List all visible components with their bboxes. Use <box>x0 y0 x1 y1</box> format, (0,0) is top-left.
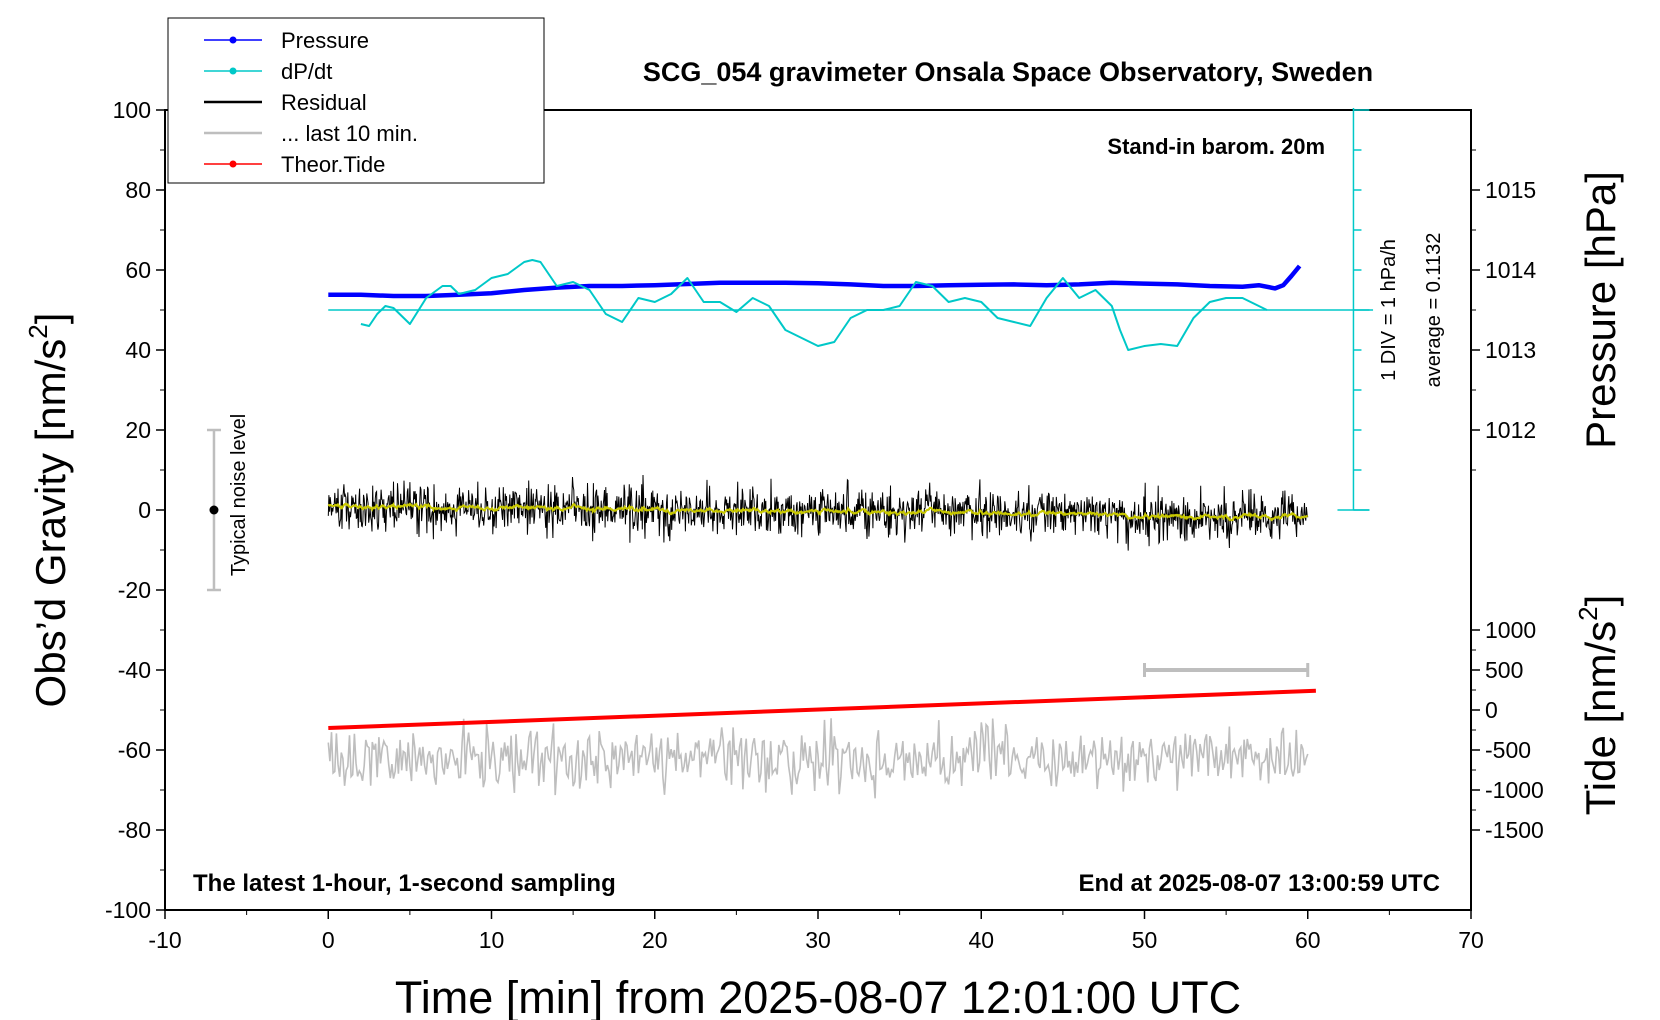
x-axis: -10 0 10 20 30 40 50 60 70 <box>148 910 1484 953</box>
y-tick-label: -20 <box>118 577 151 603</box>
div-annotation: 1 DIV = 1 hPa/h <box>1378 239 1400 381</box>
tide-tick-label: -1000 <box>1485 777 1544 803</box>
y-tick-label: -60 <box>118 737 151 763</box>
y-tick-label: 100 <box>113 97 151 123</box>
y-axis-label-close: ] <box>27 313 74 325</box>
tide-tick-label: 500 <box>1485 657 1523 683</box>
dp-dt-line <box>360 259 1268 351</box>
pressure-tick-label: 1013 <box>1485 337 1536 363</box>
tide-tick-label: -1500 <box>1485 817 1544 843</box>
pressure-tick-label: 1014 <box>1485 257 1536 283</box>
x-tick-label: 30 <box>805 927 831 953</box>
x-axis-label: Time [min] from 2025-08-07 12:01:00 UTC <box>395 972 1241 1020</box>
y-tick-label: -80 <box>118 817 151 843</box>
y-axis-left: 100 80 60 40 20 0 -20 -40 -60 -80 -100 <box>105 97 165 923</box>
y-axis-label: Obs’d Gravity [nm/s2] <box>23 313 74 708</box>
y-tick-label: -40 <box>118 657 151 683</box>
theor-tide-line <box>328 688 1316 730</box>
average-annotation: average = 0.1132 <box>1423 233 1445 388</box>
y-tick-label: 60 <box>125 257 151 283</box>
x-tick-label: 0 <box>322 927 335 953</box>
legend-box <box>167 17 545 184</box>
legend-label: ... last 10 min. <box>281 121 418 146</box>
bottom-left-annotation: The latest 1-hour, 1-second sampling <box>193 870 616 897</box>
last-10-min-line <box>327 718 1309 799</box>
decorations <box>206 108 1374 677</box>
x-tick-label: -10 <box>148 927 181 953</box>
legend-items: Pressure dP/dt Residual ... last 10 min. The… <box>204 28 418 177</box>
tide-tick-label: 1000 <box>1485 617 1536 643</box>
y-tick-label: 20 <box>125 417 151 443</box>
bottom-right-annotation: End at 2025-08-07 13:00:59 UTC <box>1079 870 1441 897</box>
y-axis-label-sup: 2 <box>23 324 53 338</box>
y-axis-pressure: 1015 1014 1013 1012 <box>1471 149 1536 471</box>
noise-annotation: Typical noise level <box>228 414 250 576</box>
legend: Pressure dP/dt Residual ... last 10 min. The… <box>167 17 545 184</box>
y-axis-label-main: Obs’d Gravity [nm/s <box>27 339 74 708</box>
legend-label: Residual <box>281 90 367 115</box>
y-axis-tide: 1000 500 0 -500 -1000 -1500 <box>1471 617 1544 843</box>
tide-axis-label-close: ] <box>1577 595 1624 607</box>
legend-marker <box>229 36 237 44</box>
x-tick-label: 50 <box>1132 927 1158 953</box>
x-tick-label: 60 <box>1295 927 1321 953</box>
chart-title: SCG_054 gravimeter Onsala Space Observat… <box>643 57 1373 87</box>
legend-label: dP/dt <box>281 59 332 84</box>
pressure-tick-label: 1012 <box>1485 417 1536 443</box>
pressure-tick-label: 1015 <box>1485 177 1536 203</box>
tide-tick-label: -500 <box>1485 737 1531 763</box>
legend-label: Pressure <box>281 28 369 53</box>
tide-axis-label-main: Tide [nm/s <box>1577 621 1624 816</box>
legend-marker <box>229 67 237 75</box>
y-tick-label: 0 <box>138 497 151 523</box>
residual-smoothed-line <box>327 501 1308 522</box>
pressure-line <box>328 264 1302 299</box>
x-tick-label: 40 <box>968 927 994 953</box>
data-traces <box>327 259 1316 799</box>
x-tick-label: 10 <box>479 927 505 953</box>
y-tick-label: 40 <box>125 337 151 363</box>
pressure-axis-label: Pressure [hPa] <box>1577 171 1624 449</box>
tide-tick-label: 0 <box>1485 697 1498 723</box>
tide-axis-label-sup: 2 <box>1573 606 1603 620</box>
tide-axis-label: Tide [nm/s2] <box>1573 595 1624 816</box>
x-tick-label: 20 <box>642 927 668 953</box>
y-tick-label: -100 <box>105 897 151 923</box>
barometer-annotation: Stand-in barom. 20m <box>1107 134 1325 159</box>
legend-marker <box>229 160 237 168</box>
x-tick-label: 70 <box>1458 927 1484 953</box>
legend-label: Theor.Tide <box>281 152 385 177</box>
noise-bar-center <box>209 505 219 515</box>
y-tick-label: 80 <box>125 177 151 203</box>
